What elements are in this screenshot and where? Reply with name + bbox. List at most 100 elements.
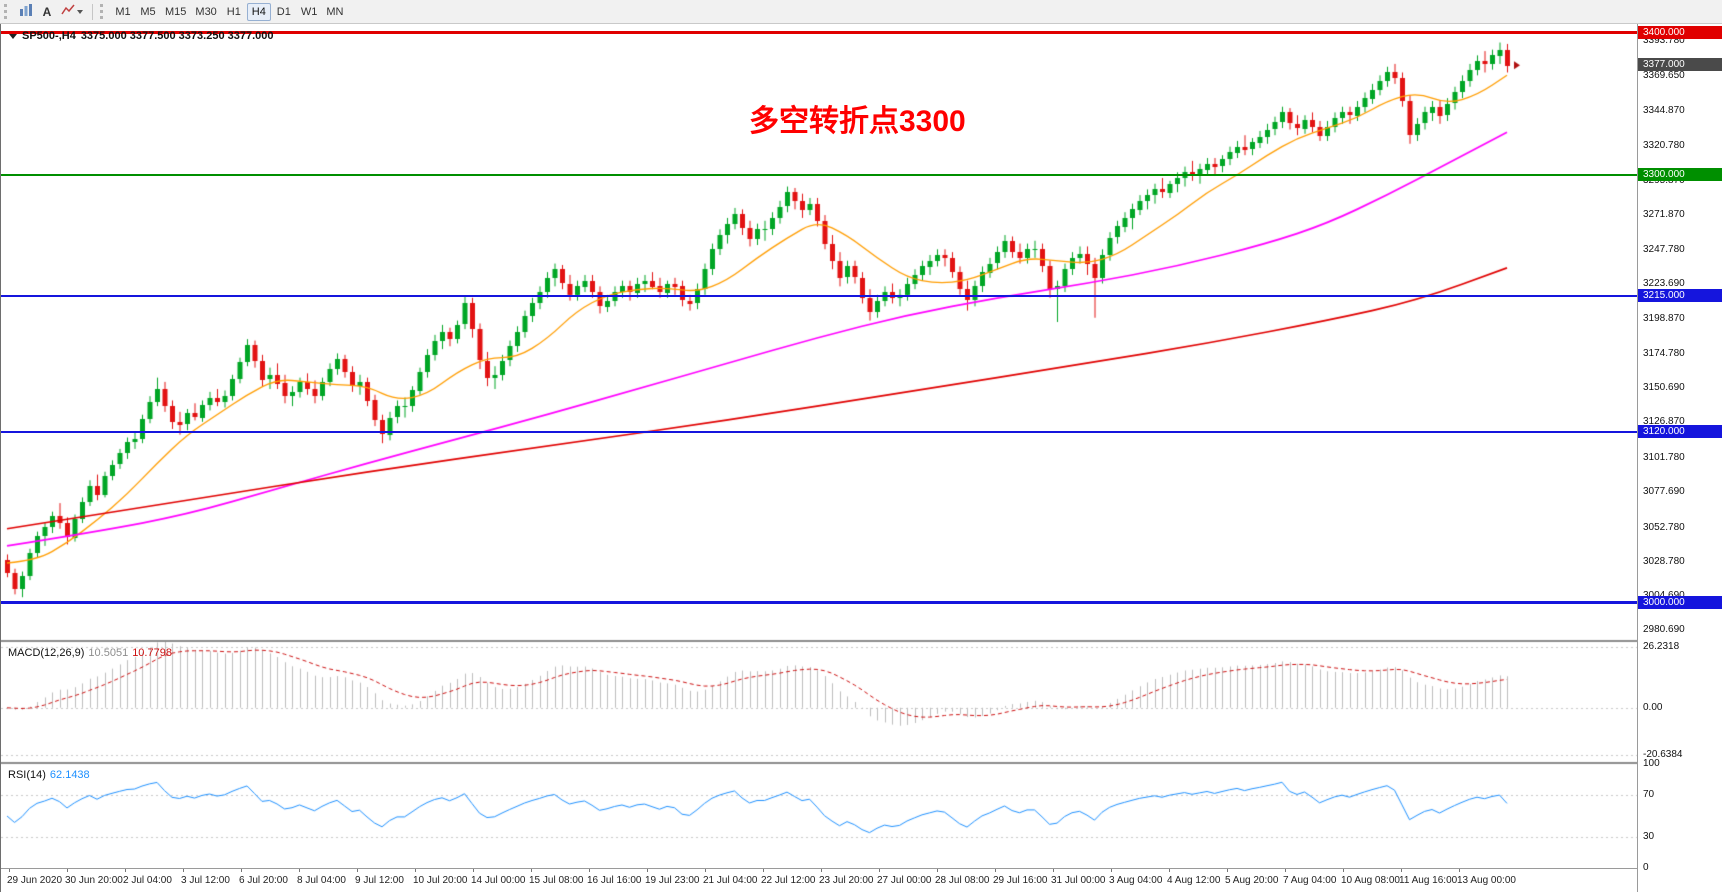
price-axis-badge: 3215.000 [1638, 289, 1722, 303]
time-axis-tick [705, 869, 706, 872]
macd-axis-label: 26.2318 [1643, 641, 1680, 653]
time-axis-tick [1111, 869, 1112, 872]
text-tool-button[interactable]: A [37, 2, 57, 22]
timeframe-button-h1[interactable]: H1 [222, 3, 246, 21]
price-axis-label: 3320.780 [1643, 139, 1685, 151]
time-axis-tick [473, 869, 474, 872]
price-axis-label: 3271.870 [1643, 209, 1685, 221]
time-axis-label: 28 Jul 08:00 [935, 875, 990, 886]
time-axis[interactable]: 29 Jun 2020 30 Jun 20:00 2 Jul 04:00 3 Jul … [1, 868, 1637, 892]
time-axis-tick [1401, 869, 1402, 872]
time-axis-label: 5 Aug 20:00 [1225, 875, 1279, 886]
price-axis-label: 3004.690 [1643, 590, 1685, 601]
time-axis-label: 4 Aug 12:00 [1167, 875, 1221, 886]
time-axis-label: 16 Jul 16:00 [587, 875, 642, 886]
horizontal-line-3215[interactable] [1, 295, 1637, 298]
rsi-value: 62.1438 [49, 769, 90, 781]
time-axis-tick [937, 869, 938, 872]
price-axis-label: 3344.870 [1643, 105, 1685, 117]
chart-window: SP500-,H4 3375.000 3377.500 3373.250 337… [0, 24, 1722, 892]
time-axis-label: 3 Jul 12:00 [181, 875, 230, 886]
timeframe-button-d1[interactable]: D1 [272, 3, 296, 21]
line-studies-button[interactable] [57, 2, 87, 22]
rsi-axis-label: 30 [1643, 830, 1655, 842]
price-axis-label: 3101.780 [1643, 451, 1685, 463]
toolbar-grip[interactable] [100, 4, 107, 19]
horizontal-line-3120[interactable] [1, 430, 1637, 433]
price-axis-label: 2980.690 [1643, 624, 1685, 636]
time-axis-tick [1227, 869, 1228, 872]
price-axis-badge: 3000.000 [1638, 595, 1722, 609]
time-axis-label: 7 Aug 04:00 [1283, 875, 1337, 886]
price-axis-label: 3052.780 [1643, 521, 1685, 533]
symbol-header: SP500-,H4 3375.000 3377.500 3373.250 337… [9, 30, 274, 42]
price-axis-label: 3126.870 [1643, 416, 1685, 428]
price-axis-label: 3198.870 [1643, 313, 1685, 325]
price-axis-label: 3223.690 [1643, 277, 1685, 289]
time-axis-tick [241, 869, 242, 872]
time-axis-label: 31 Jul 00:00 [1051, 875, 1106, 886]
time-axis-tick [357, 869, 358, 872]
rsi-name: RSI(14) [8, 769, 46, 781]
price-axis-badge: 3400.000 [1638, 25, 1722, 39]
timeframe-button-m1[interactable]: M1 [111, 3, 135, 21]
text-tool-icon: A [42, 4, 52, 19]
price-axis-label: 3247.780 [1643, 243, 1685, 255]
rsi-indicator-label: RSI(14) 62.1438 [8, 769, 90, 781]
time-axis-label: 11 Aug 16:00 [1399, 875, 1458, 886]
time-axis-label: 14 Jul 00:00 [471, 875, 526, 886]
price-axis-badge: 3120.000 [1638, 424, 1722, 438]
timeframe-button-mn[interactable]: MN [322, 3, 347, 21]
horizontal-line-3400[interactable] [1, 31, 1637, 35]
timeframe-button-m30[interactable]: M30 [191, 3, 220, 21]
price-axis-label: 3393.780 [1643, 35, 1685, 47]
time-axis-tick [9, 869, 10, 872]
time-axis-label: 13 Aug 00:00 [1457, 875, 1516, 886]
time-axis-tick [299, 869, 300, 872]
time-axis-label: 22 Jul 12:00 [761, 875, 816, 886]
time-axis-tick [879, 869, 880, 872]
time-axis-label: 30 Jun 20:00 [65, 875, 123, 886]
timeframe-button-m15[interactable]: M15 [161, 3, 190, 21]
price-axis[interactable]: 3393.7803369.6503344.8703320.7803295.870… [1637, 24, 1722, 892]
time-axis-label: 8 Jul 04:00 [297, 875, 346, 886]
time-axis-tick [415, 869, 416, 872]
time-axis-tick [589, 869, 590, 872]
time-axis-label: 29 Jul 16:00 [993, 875, 1048, 886]
toolbar-grip[interactable] [4, 4, 11, 19]
time-axis-tick [1459, 869, 1460, 872]
time-axis-tick [1169, 869, 1170, 872]
time-axis-tick [125, 869, 126, 872]
time-axis-label: 23 Jul 20:00 [819, 875, 874, 886]
time-axis-tick [995, 869, 996, 872]
time-axis-label: 2 Jul 04:00 [123, 875, 172, 886]
price-axis-badge: 3300.000 [1638, 168, 1722, 182]
chart-canvas[interactable] [1, 24, 1637, 868]
horizontal-line-3300[interactable] [1, 174, 1637, 177]
horizontal-line-3000[interactable] [1, 601, 1637, 605]
line-chart-icon [61, 3, 75, 20]
price-axis-label: 3369.650 [1643, 69, 1685, 81]
chart-annotation-text[interactable]: 多空转折点3300 [749, 105, 966, 138]
macd-axis-label: 0.00 [1643, 701, 1663, 713]
timeframe-button-h4[interactable]: H4 [246, 2, 271, 21]
timeframe-button-group: M1 M5 M15 M30 H1 H4 D1 W1 MN [111, 2, 347, 21]
collapse-caret-icon[interactable] [9, 33, 17, 39]
bar-chart-button[interactable] [15, 2, 37, 22]
rsi-axis-label: 70 [1643, 789, 1655, 801]
time-axis-tick [183, 869, 184, 872]
macd-indicator-label: MACD(12,26,9) 10.5051 10.7798 [8, 647, 172, 659]
timeframe-button-m5[interactable]: M5 [136, 3, 160, 21]
time-axis-label: 21 Jul 04:00 [703, 875, 758, 886]
price-axis-label: 3150.690 [1643, 382, 1685, 394]
timeframe-button-w1[interactable]: W1 [297, 3, 322, 21]
time-axis-tick [763, 869, 764, 872]
time-axis-tick [1285, 869, 1286, 872]
price-axis-label: 3028.780 [1643, 555, 1685, 567]
dropdown-caret-icon [77, 9, 83, 14]
ohlc-readout: 3375.000 3377.500 3373.250 3377.000 [80, 30, 274, 42]
time-axis-label: 15 Jul 08:00 [529, 875, 584, 886]
macd-name: MACD(12,26,9) [8, 647, 85, 659]
macd-axis-label: -20.6384 [1643, 749, 1683, 761]
bar-chart-icon [19, 3, 33, 20]
